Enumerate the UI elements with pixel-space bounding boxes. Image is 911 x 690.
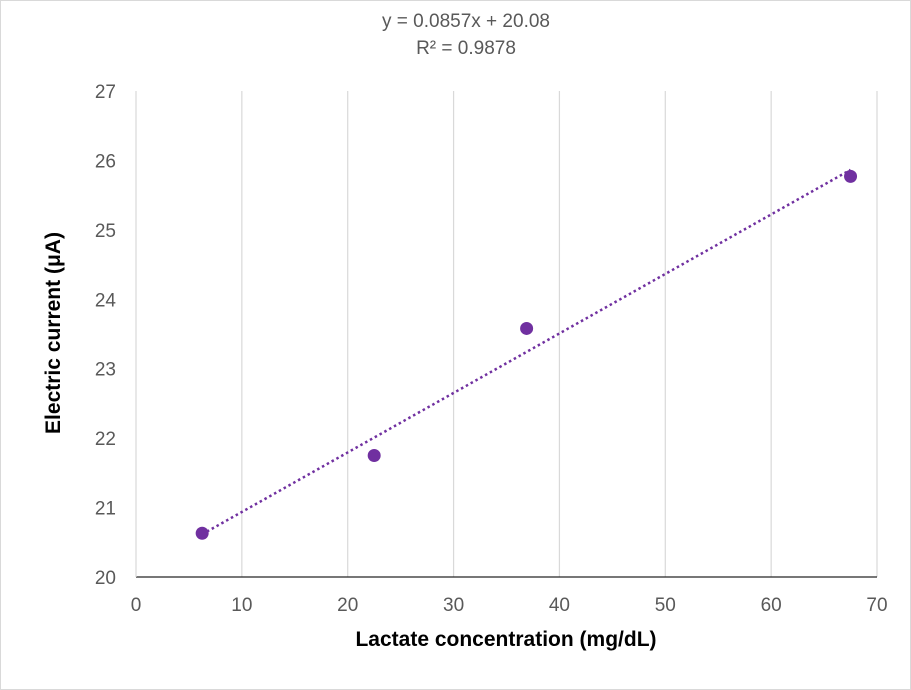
- y-tick-labels: 20 21 22 23 24 25 26 27: [95, 82, 117, 589]
- trendline-group: [201, 168, 852, 536]
- axes: [135, 91, 877, 578]
- gridlines: [241, 91, 878, 577]
- y-axis-title: Electric current (μA): [42, 232, 65, 434]
- trendline-r-squared: R² = 0.9878: [416, 38, 516, 59]
- x-tick-label: 0: [131, 595, 142, 616]
- x-tick-label: 10: [231, 595, 252, 616]
- data-point: [195, 526, 209, 540]
- y-tick-label: 22: [95, 429, 116, 450]
- y-tick-label: 26: [95, 151, 116, 172]
- x-axis-title: Lactate concentration (mg/dL): [355, 628, 656, 651]
- y-tick-label: 23: [95, 360, 116, 381]
- x-tick-labels: 0 10 20 30 40 50 60 70: [131, 595, 888, 616]
- y-tick-label: 21: [95, 499, 116, 520]
- x-tick-label: 40: [549, 595, 570, 616]
- y-tick-label: 24: [95, 290, 117, 311]
- trendline-equation: y = 0.0857x + 20.08: [382, 11, 550, 32]
- data-points: [195, 169, 858, 540]
- x-tick-label: 30: [443, 595, 464, 616]
- x-tick-label: 60: [761, 595, 782, 616]
- data-point: [367, 449, 381, 462]
- y-tick-label: 25: [95, 221, 116, 242]
- data-point: [520, 321, 534, 335]
- x-tick-label: 20: [337, 595, 358, 616]
- x-tick-label: 70: [866, 595, 887, 616]
- data-point: [844, 169, 858, 183]
- y-tick-label: 20: [95, 568, 116, 589]
- x-tick-label: 50: [655, 595, 676, 616]
- trendline: [201, 168, 852, 536]
- y-tick-label: 27: [95, 82, 116, 103]
